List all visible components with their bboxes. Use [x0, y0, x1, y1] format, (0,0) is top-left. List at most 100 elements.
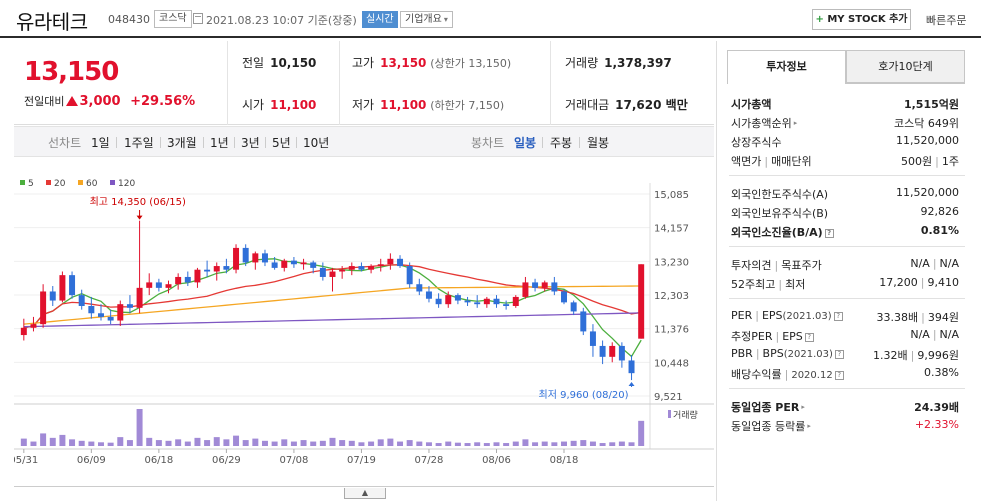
- candle-body: [252, 253, 259, 263]
- help-icon[interactable]: ?: [833, 312, 843, 321]
- candle-body: [261, 253, 268, 263]
- candle-body: [348, 266, 355, 270]
- period-weekly[interactable]: 주봉: [550, 136, 573, 150]
- market-cap-rank-label[interactable]: 시가총액순위 ▸: [731, 115, 797, 131]
- current-price: 13,150: [24, 57, 119, 87]
- caret-right-icon: ▸: [807, 422, 811, 430]
- open-value: 11,100: [270, 98, 317, 112]
- period-3m[interactable]: 3개월: [167, 136, 197, 150]
- period-10y[interactable]: 10년: [303, 136, 330, 150]
- prev-close-label: 전일: [242, 56, 265, 70]
- candle-body: [40, 291, 47, 325]
- company-overview-label: 기업개요: [405, 14, 442, 25]
- candle-body: [223, 266, 230, 270]
- tab-order-book[interactable]: 호가10단계: [846, 50, 965, 83]
- candle-body: [425, 291, 432, 299]
- period-1w[interactable]: 1주일: [124, 136, 154, 150]
- candle-body: [117, 304, 124, 321]
- add-mystock-button[interactable]: + MY STOCK 추가: [812, 9, 911, 30]
- ma-line-60: [23, 285, 642, 325]
- company-overview-button[interactable]: 기업개요 ▾: [400, 11, 453, 28]
- volume: 거래량 1,378,397: [565, 54, 672, 71]
- foreign-holding-label: 외국인보유주식수(B): [731, 207, 829, 220]
- y-tick-label: 10,448: [654, 358, 689, 369]
- pbr-period: (2021.03): [783, 349, 833, 360]
- volume-bar: [252, 438, 259, 446]
- chart-collapse-button[interactable]: ▲: [344, 488, 386, 499]
- volume-bar: [609, 442, 616, 446]
- volume-bar: [599, 443, 606, 446]
- candle-body: [416, 284, 423, 292]
- help-icon[interactable]: ?: [804, 333, 814, 342]
- upper-limit: (상한가 13,150): [430, 57, 512, 70]
- candle-body: [281, 260, 288, 268]
- realtime-button[interactable]: 실시간: [362, 11, 398, 28]
- volume-bar: [532, 442, 539, 446]
- separator: |: [921, 311, 925, 324]
- period-daily[interactable]: 일봉: [514, 136, 537, 150]
- volume-bar: [233, 435, 240, 446]
- help-icon[interactable]: ?: [834, 371, 844, 380]
- info-listed-shares: 상장주식수 11,520,000: [731, 134, 959, 150]
- candle-body: [551, 282, 558, 292]
- price-chart[interactable]: 15,085 14,157 13,230 12,303 11,376 10,448 9,52…: [9, 157, 714, 487]
- period-monthly[interactable]: 월봉: [587, 136, 610, 150]
- sector-per-label[interactable]: 동일업종 PER ▸: [731, 399, 805, 415]
- separator: |: [764, 155, 769, 168]
- sector-rate-value: +2.33%: [914, 418, 959, 431]
- help-icon[interactable]: ?: [824, 229, 834, 238]
- candle-body: [493, 298, 500, 305]
- candle-body: [242, 247, 249, 263]
- volume-bar: [78, 440, 85, 446]
- help-icon[interactable]: ?: [834, 350, 844, 359]
- per-values: 33.38배 | 394원: [877, 309, 959, 325]
- market-cap-value: 1,515억원: [903, 98, 959, 111]
- trade-unit-value: 1주: [941, 155, 959, 168]
- sector-rate-label[interactable]: 동일업종 등락률 ▸: [731, 418, 811, 434]
- volume-bar: [589, 441, 596, 446]
- x-tick-label: 05/31: [14, 455, 38, 466]
- divider: [729, 388, 965, 389]
- divider: [160, 137, 161, 148]
- volume-bar: [397, 441, 404, 446]
- period-1y[interactable]: 1년: [210, 136, 229, 150]
- dividend-period: 2020.12: [791, 370, 833, 381]
- candle-chart-label[interactable]: 봉차트: [471, 136, 505, 150]
- y-tick-label: 14,157: [654, 224, 689, 235]
- candle-body: [146, 282, 153, 288]
- par-value-values: 500원 | 1주: [901, 153, 959, 169]
- separator: |: [755, 309, 759, 322]
- prev-close-value: 10,150: [270, 56, 317, 70]
- price-summary: 13,150 전일대비 3,000 +29.56% 전일 10,150 시가 11,1…: [14, 41, 714, 125]
- plus-icon: +: [815, 14, 824, 25]
- trade-amount-value: 17,620 백만: [615, 98, 688, 112]
- volume-bar: [628, 442, 635, 446]
- low-label: 저가: [352, 98, 375, 112]
- volume-bar: [242, 440, 249, 446]
- chevron-up-icon: ▲: [361, 488, 369, 497]
- volume-bar: [377, 439, 384, 446]
- volume-bar: [310, 441, 317, 446]
- candle-body: [445, 295, 452, 305]
- volume-bar: [570, 440, 577, 446]
- volume-bar: [474, 442, 481, 446]
- divider: [339, 41, 340, 125]
- divider: [550, 41, 551, 125]
- candle-body: [107, 316, 114, 321]
- 52week-values: 17,200 | 9,410: [879, 276, 959, 289]
- divider: [729, 298, 965, 299]
- tab-investment-info[interactable]: 투자정보: [727, 50, 846, 83]
- candle-body: [30, 324, 37, 328]
- period-1d[interactable]: 1일: [91, 136, 110, 150]
- period-5y[interactable]: 5년: [272, 136, 291, 150]
- quick-order-link[interactable]: 빠른주문: [926, 14, 967, 27]
- volume-bar: [49, 437, 56, 446]
- price-change: 전일대비 3,000 +29.56%: [24, 93, 195, 109]
- line-chart-label[interactable]: 선차트: [48, 136, 82, 150]
- chevron-down-icon: ▾: [443, 15, 448, 24]
- info-est-per: 추정PER | EPS? N/A | N/A: [731, 328, 959, 344]
- period-3y[interactable]: 3년: [241, 136, 260, 150]
- volume-bar: [493, 442, 500, 446]
- candle-body: [454, 295, 461, 301]
- volume-bar: [416, 441, 423, 446]
